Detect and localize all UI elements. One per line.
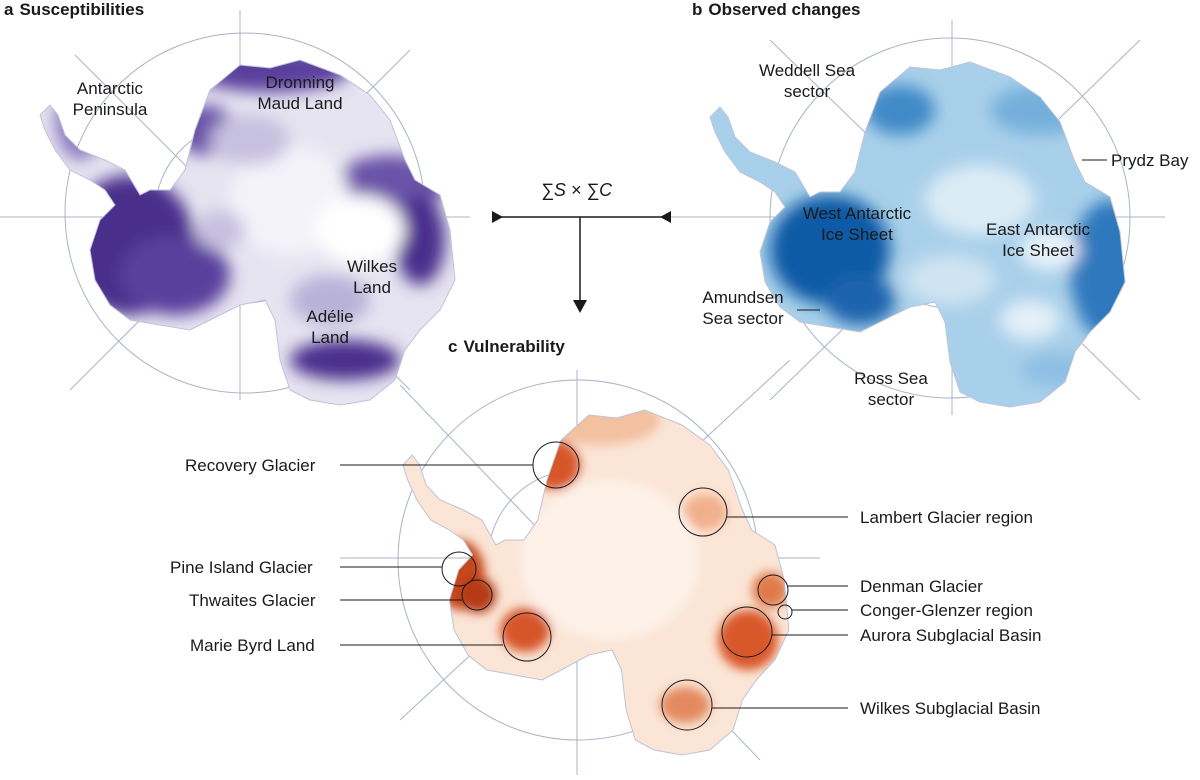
label-line: Sea sector <box>702 309 784 328</box>
label-line: sector <box>783 82 831 101</box>
label-line: Weddell Sea <box>758 61 856 80</box>
label-dronning-maud-land: Dronning Maud Land <box>240 72 360 114</box>
circle-conger <box>777 604 793 620</box>
susceptibility-map <box>0 10 470 406</box>
callout-aurora-subglacial-basin: Aurora Subglacial Basin <box>860 626 1042 645</box>
callout-marks <box>340 441 848 731</box>
combination-formula: ∑S × ∑C <box>541 180 613 200</box>
panel-c-title: c Vulnerability <box>448 337 565 357</box>
panel-a-title: a Susceptibilities <box>4 0 144 20</box>
label-line: Wilkes <box>346 257 398 276</box>
panel-a-letter: a <box>4 0 14 19</box>
label-line: Maud Land <box>257 94 343 113</box>
label-antarctic-peninsula: Antarctic Peninsula <box>50 78 170 120</box>
label-line: Antarctic <box>76 79 144 98</box>
vulnerability-map <box>340 359 820 775</box>
panel-a-title-text: Susceptibilities <box>19 0 145 19</box>
label-amundsen-sea-sector: Amundsen Sea sector <box>688 287 798 329</box>
circle-pine-island <box>441 551 477 587</box>
circle-lambert <box>678 487 728 537</box>
callout-denman-glacier: Denman Glacier <box>860 577 983 596</box>
callout-pine-island-glacier: Pine Island Glacier <box>170 558 313 577</box>
label-east-antarctic-ice-sheet: East Antarctic Ice Sheet <box>968 219 1108 261</box>
label-line: Peninsula <box>72 100 148 119</box>
panel-c-letter: c <box>448 337 458 356</box>
circle-aurora <box>721 606 773 658</box>
label-west-antarctic-ice-sheet: West Antarctic Ice Sheet <box>787 203 927 245</box>
callout-recovery-glacier: Recovery Glacier <box>185 456 316 475</box>
panel-c-title-text: Vulnerability <box>463 337 565 356</box>
label-weddell-sea-sector: Weddell Sea sector <box>742 60 872 102</box>
combination-arrows <box>492 211 671 313</box>
panel-b-leaders <box>797 159 1107 311</box>
label-wilkes-land: Wilkes Land <box>322 256 422 298</box>
label-prydz-bay: Prydz Bay <box>1111 151 1189 170</box>
circle-denman <box>757 574 789 606</box>
label-line: sector <box>867 390 915 409</box>
continent-c <box>402 410 789 755</box>
circle-thwaites <box>461 579 493 611</box>
label-line: West Antarctic <box>802 204 912 223</box>
label-line: Land <box>353 278 391 297</box>
callout-thwaites-glacier: Thwaites Glacier <box>189 591 316 610</box>
label-line: Ice Sheet <box>821 225 893 244</box>
label-line: Ross Sea <box>854 369 928 388</box>
label-line: Amundsen <box>702 288 784 307</box>
circle-wilkes <box>661 679 713 731</box>
label-line: Land <box>311 328 349 347</box>
circle-marie-byrd <box>502 612 552 662</box>
panel-b-title: b Observed changes <box>692 0 861 20</box>
label-line: Ice Sheet <box>1002 241 1074 260</box>
label-line: Dronning <box>265 73 335 92</box>
callout-lambert-glacier-region: Lambert Glacier region <box>860 508 1033 527</box>
label-line: Adélie <box>306 307 354 326</box>
label-ross-sea-sector: Ross Sea sector <box>836 368 946 410</box>
label-adelie-land: Adélie Land <box>280 306 380 348</box>
callout-marie-byrd-land: Marie Byrd Land <box>190 636 315 655</box>
panel-b-title-text: Observed changes <box>708 0 861 19</box>
callout-conger-glenzer-region: Conger-Glenzer region <box>860 601 1033 620</box>
label-line: East Antarctic <box>986 220 1090 239</box>
callout-wilkes-subglacial-basin: Wilkes Subglacial Basin <box>860 699 1041 718</box>
panel-b-letter: b <box>692 0 703 19</box>
